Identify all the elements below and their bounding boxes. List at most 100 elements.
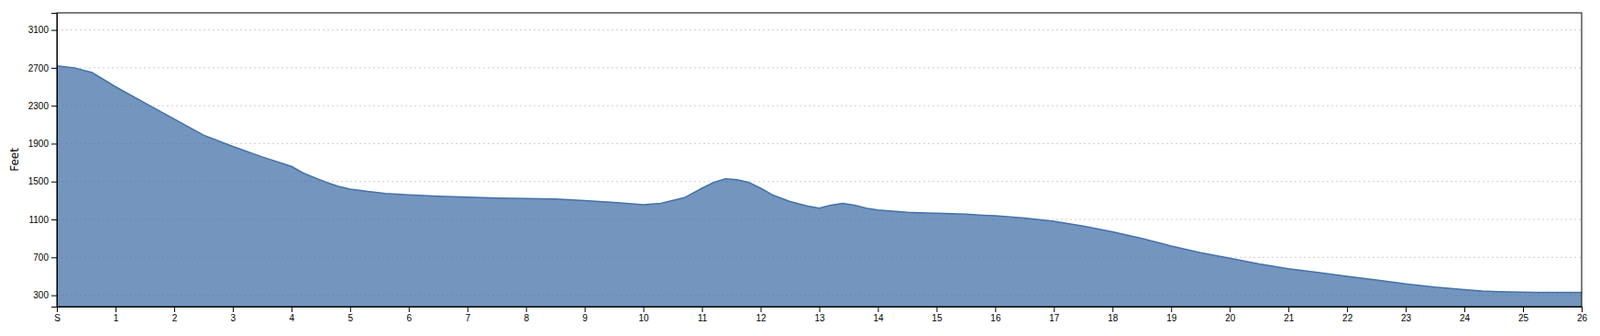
y-axis-title: Feet [8,147,22,172]
tick: 9 [582,306,588,323]
tick-label: 700 [33,252,49,263]
tick-mark [1053,306,1055,312]
tick-label: 22 [1342,312,1354,323]
grid-line [56,143,1582,144]
axis-line [57,307,1583,313]
tick-label: 5 [348,312,354,323]
tick: 3 [231,306,237,323]
tick: 24 [1459,306,1471,323]
tick-label: 6 [406,312,412,323]
tick-mark [51,181,57,183]
tick-mark [51,143,57,144]
tick-mark [877,306,879,312]
tick-label: 11 [697,312,708,323]
tick: 15 [931,306,943,323]
tick: 21 [1283,306,1295,323]
tick: 16 [990,306,1002,323]
tick: 11 [697,306,708,323]
tick: 10 [639,306,651,323]
tick-label: 10 [639,312,651,323]
tick: 20 [1224,306,1236,323]
tick: 1 [113,306,120,323]
tick-label: 1100 [28,214,49,225]
tick: 19 [1166,306,1178,323]
tick: 14 [872,306,884,323]
tick-mark [467,306,469,312]
tick-mark [1112,306,1114,312]
tick: 3100 [28,24,57,35]
tick-label: 13 [814,312,826,323]
tick-mark [702,306,704,312]
axis-line [51,13,58,308]
tick: 13 [814,306,826,323]
tick-label: 2700 [28,63,50,74]
tick-label: 1 [113,312,120,323]
tick: 1500 [28,176,57,187]
tick-label: 9 [582,312,588,323]
tick: 22 [1342,306,1354,323]
tick: 25 [1518,306,1530,323]
grid-line [56,29,1582,31]
tick-mark [1170,306,1172,312]
tick-mark [761,306,762,312]
tick-mark [291,306,293,312]
tick-mark [408,306,410,312]
tick: 26 [1577,306,1589,323]
tick: S [54,306,61,323]
tick-label: 26 [1577,312,1589,323]
tick-label: 21 [1283,312,1295,323]
tick-mark [643,306,645,312]
tick: 2300 [28,100,57,111]
tick: 300 [33,289,57,300]
tick-label: 25 [1518,312,1530,323]
tick-mark [51,219,57,221]
tick-mark [1405,306,1407,312]
tick-mark [1464,306,1466,312]
tick-label: 12 [755,312,767,323]
marks [56,66,1582,307]
grid-line [56,105,1582,107]
tick-label: 20 [1224,312,1236,323]
tick-mark [584,306,586,312]
tick-label: 18 [1107,312,1119,323]
tick-mark [115,306,117,312]
tick-mark [51,105,57,107]
tick-mark [1288,306,1290,312]
tick-mark [51,30,57,32]
tick-mark [350,306,352,312]
chart: S123456789101112131415161718192021222324… [0,0,1600,336]
line [56,66,1582,293]
tick: 2700 [28,63,57,74]
tick: 2 [172,306,178,323]
tick-label: S [54,312,61,323]
tick-label: 300 [33,289,49,300]
tick-label: 8 [523,312,530,323]
tick-label: 4 [289,312,296,323]
tick-label: 15 [931,312,943,323]
tick-mark [1229,306,1231,312]
x-axis: S123456789101112131415161718192021222324… [54,306,1588,323]
plot: S123456789101112131415161718192021222324… [28,12,1589,323]
tick: 1900 [28,138,57,149]
tick-label: 1900 [28,138,50,149]
tick-mark [174,306,176,312]
tick: 4 [289,306,296,323]
tick-mark [1581,306,1583,312]
tick-label: 19 [1166,312,1178,323]
tick-label: 1500 [28,176,50,187]
grid-line [56,66,1582,68]
frame [56,12,1582,307]
tick: 8 [523,306,530,323]
tick-mark [51,67,57,69]
y-axis: 300 700 1100 1500 1900 2300 2700 3100 [28,13,58,308]
tick-mark [232,306,234,312]
tick-label: 3100 [28,24,50,35]
tick: 17 [1048,306,1060,323]
tick-mark [1346,306,1348,312]
tick-label: 17 [1048,312,1060,323]
tick: 23 [1401,306,1413,323]
tick-mark [526,306,528,312]
tick-mark [1522,306,1524,312]
tick: 6 [406,306,412,323]
tick-mark [819,306,821,312]
